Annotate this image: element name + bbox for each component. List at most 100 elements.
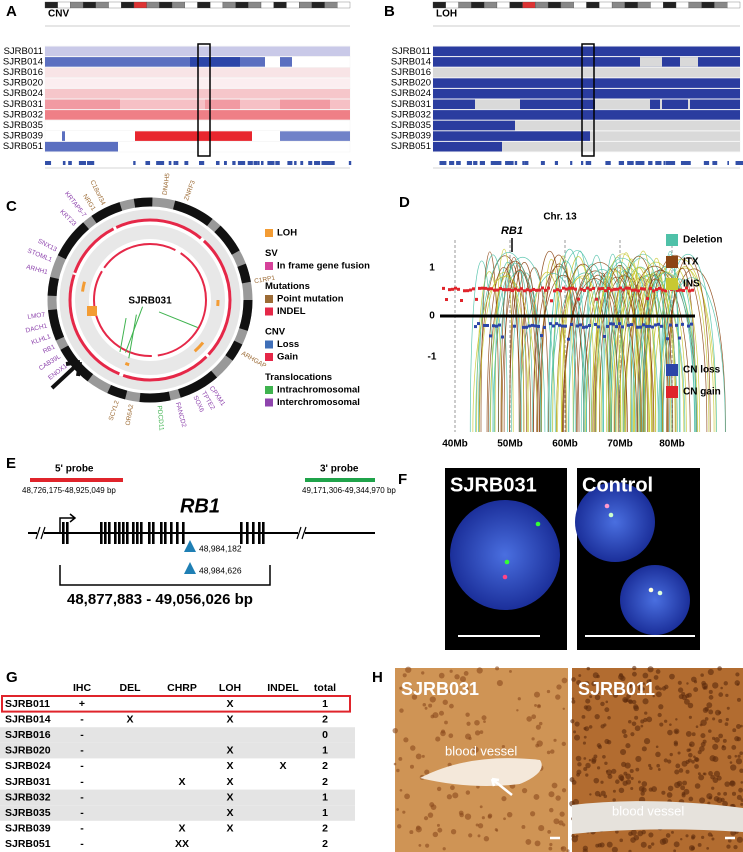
- probe-range: 48,726,175-48,925,049 bp: [22, 486, 116, 495]
- nucleus: [637, 780, 641, 784]
- nucleus: [550, 749, 555, 754]
- cn-point: [474, 325, 477, 329]
- legend-swatch: [265, 262, 273, 270]
- ideogram-band: [586, 1, 600, 9]
- y-tick-label: 1: [429, 263, 435, 274]
- cn-point: [652, 289, 655, 293]
- cn-point: [609, 322, 612, 326]
- ihc-annotation: blood vessel: [612, 803, 684, 818]
- sv-arc: [540, 254, 577, 433]
- nucleus: [673, 841, 680, 848]
- nucleus: [669, 723, 672, 726]
- ideogram-band: [573, 1, 587, 9]
- nucleus: [421, 754, 425, 758]
- nucleus: [450, 829, 457, 835]
- cn-point: [520, 287, 523, 291]
- nucleus: [600, 780, 604, 784]
- nucleus: [576, 769, 582, 775]
- nucleus: [701, 835, 705, 840]
- nucleus: [604, 707, 610, 713]
- gene-feature: [663, 161, 666, 165]
- gene-label: RB1: [42, 343, 57, 355]
- gene-feature: [68, 161, 70, 165]
- nucleus: [448, 733, 454, 739]
- sv-arc: [662, 268, 726, 433]
- translocation: [128, 314, 137, 359]
- sv-arc: [509, 262, 540, 433]
- cn-point: [627, 323, 630, 327]
- sv-arc: [519, 273, 587, 433]
- nucleus: [530, 811, 536, 817]
- ideogram-band: [299, 1, 313, 9]
- nucleus: [606, 739, 612, 745]
- fish-signal: [608, 512, 614, 518]
- panel-title: LOH: [436, 9, 457, 20]
- table-cell: -: [80, 713, 84, 725]
- y-tick-label: 0: [429, 311, 435, 322]
- nucleus: [438, 672, 445, 679]
- table-cell: XX: [175, 838, 189, 850]
- track-segment: [433, 141, 740, 152]
- sv-arc: [486, 267, 521, 433]
- nucleus: [551, 782, 558, 789]
- gene-label: SCYL2: [108, 399, 121, 421]
- nucleus: [397, 824, 402, 829]
- gene-feature: [459, 161, 461, 165]
- nucleus: [409, 830, 414, 835]
- gene-feature: [618, 161, 625, 165]
- nucleus: [442, 847, 446, 851]
- ideogram-band: [108, 1, 122, 9]
- gene-feature: [627, 161, 633, 165]
- nucleus: [687, 702, 694, 709]
- nucleus: [714, 709, 721, 716]
- gene-feature: [62, 161, 66, 165]
- nucleus: [685, 769, 690, 774]
- cn-point: [594, 322, 597, 326]
- nucleus: [630, 776, 634, 780]
- ideogram-band: [701, 1, 715, 9]
- nucleus: [594, 790, 601, 797]
- nucleus: [561, 677, 568, 684]
- sv-arc: [501, 269, 538, 433]
- nucleus: [553, 818, 560, 825]
- gene-feature: [505, 161, 509, 165]
- nucleus: [430, 804, 437, 811]
- nucleus: [723, 681, 728, 686]
- nucleus: [654, 685, 660, 691]
- nucleus: [403, 737, 409, 743]
- nucleus: [474, 730, 481, 736]
- cn-point: [523, 289, 526, 293]
- sv-arc: [492, 271, 546, 433]
- sv-arc: [619, 258, 644, 433]
- nucleus: [571, 780, 577, 785]
- nucleus: [615, 779, 620, 784]
- cn-point: [601, 287, 604, 291]
- legend-label: Interchromosomal: [277, 397, 360, 408]
- row-sample: SJRB032: [5, 791, 51, 803]
- gene-feature: [300, 161, 304, 165]
- cn-point: [567, 337, 570, 341]
- nucleus: [548, 846, 553, 851]
- sv-arc: [660, 254, 681, 433]
- cn-point: [460, 298, 463, 302]
- nucleus: [632, 665, 637, 671]
- nucleus: [693, 687, 699, 693]
- nucleus: [577, 762, 582, 767]
- exon: [152, 522, 155, 544]
- sample-label: SJRB011: [4, 46, 43, 57]
- cn-point: [564, 324, 567, 328]
- table-cell: 2: [322, 838, 328, 850]
- nucleus: [736, 724, 741, 729]
- gene-feature: [348, 161, 352, 165]
- nucleus: [592, 672, 599, 679]
- gene-feature: [524, 161, 529, 165]
- ideogram-band: [222, 1, 236, 9]
- nucleus: [548, 791, 555, 798]
- nucleus: [526, 716, 532, 722]
- nucleus: [710, 774, 715, 780]
- nucleus: [588, 759, 592, 762]
- ideogram-band: [714, 1, 728, 9]
- nucleus: [402, 673, 407, 678]
- nucleus: [691, 836, 695, 840]
- nucleus: [556, 684, 562, 690]
